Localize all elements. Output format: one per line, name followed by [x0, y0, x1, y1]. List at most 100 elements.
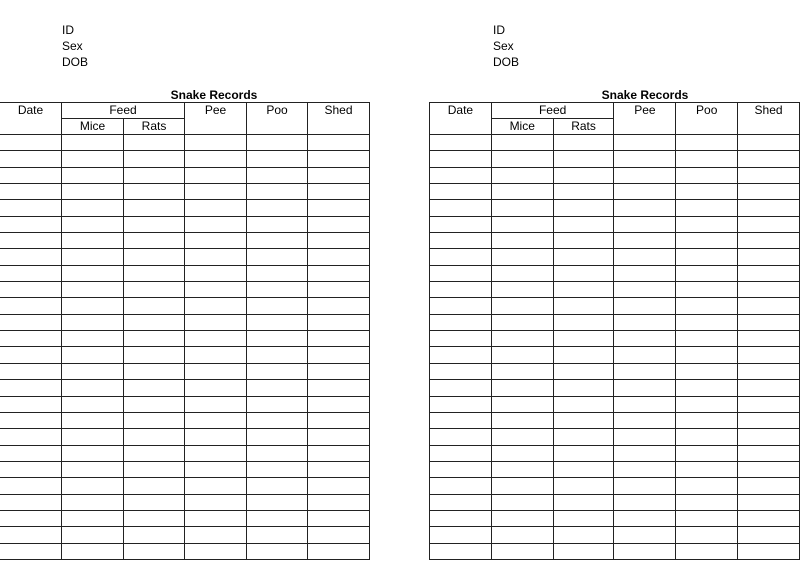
poo-cell[interactable] — [246, 133, 308, 152]
shed-cell[interactable] — [307, 183, 370, 201]
rats-cell[interactable] — [552, 395, 615, 413]
pee-cell[interactable] — [184, 444, 247, 462]
rats-cell[interactable] — [552, 362, 615, 381]
mice-cell[interactable] — [61, 411, 124, 430]
pee-cell[interactable] — [184, 150, 247, 168]
date-cell[interactable] — [0, 493, 62, 511]
rats-cell[interactable] — [552, 330, 615, 348]
mice-cell[interactable] — [490, 166, 554, 185]
pee-cell[interactable] — [613, 460, 677, 479]
pee-cell[interactable] — [184, 330, 247, 348]
pee-cell[interactable] — [184, 411, 247, 430]
rats-cell[interactable] — [552, 346, 615, 364]
pee-cell[interactable] — [613, 166, 677, 185]
pee-cell[interactable] — [184, 346, 247, 364]
mice-cell[interactable] — [61, 542, 124, 560]
rats-cell[interactable] — [552, 215, 615, 234]
pee-cell[interactable] — [613, 346, 677, 364]
shed-cell[interactable] — [737, 199, 800, 217]
shed-cell[interactable] — [737, 362, 800, 381]
mice-cell[interactable] — [490, 411, 554, 430]
mice-cell[interactable] — [61, 150, 124, 168]
poo-cell[interactable] — [675, 395, 739, 413]
pee-cell[interactable] — [613, 395, 677, 413]
mice-cell[interactable] — [490, 493, 554, 511]
shed-cell[interactable] — [307, 232, 370, 250]
rats-cell[interactable] — [552, 183, 615, 201]
shed-cell[interactable] — [307, 166, 370, 185]
shed-cell[interactable] — [307, 199, 370, 217]
mice-cell[interactable] — [490, 509, 554, 528]
rats-cell[interactable] — [552, 428, 615, 446]
date-cell[interactable] — [429, 411, 492, 430]
poo-cell[interactable] — [246, 232, 308, 250]
rats-cell[interactable] — [552, 166, 615, 185]
poo-cell[interactable] — [675, 477, 739, 495]
pee-cell[interactable] — [184, 362, 247, 381]
mice-cell[interactable] — [490, 133, 554, 152]
shed-cell[interactable] — [737, 346, 800, 364]
pee-cell[interactable] — [184, 183, 247, 201]
mice-cell[interactable] — [61, 264, 124, 283]
date-cell[interactable] — [0, 411, 62, 430]
rats-cell[interactable] — [123, 526, 185, 544]
mice-cell[interactable] — [61, 313, 124, 332]
rats-cell[interactable] — [123, 297, 185, 315]
mice-cell[interactable] — [490, 150, 554, 168]
date-cell[interactable] — [429, 150, 492, 168]
mice-cell[interactable] — [490, 264, 554, 283]
pee-cell[interactable] — [613, 232, 677, 250]
poo-cell[interactable] — [675, 330, 739, 348]
mice-cell[interactable] — [61, 183, 124, 201]
mice-cell[interactable] — [490, 199, 554, 217]
poo-cell[interactable] — [246, 411, 308, 430]
date-cell[interactable] — [429, 297, 492, 315]
mice-cell[interactable] — [61, 509, 124, 528]
mice-cell[interactable] — [490, 477, 554, 495]
poo-cell[interactable] — [246, 477, 308, 495]
poo-cell[interactable] — [675, 362, 739, 381]
pee-cell[interactable] — [184, 199, 247, 217]
pee-cell[interactable] — [184, 297, 247, 315]
pee-cell[interactable] — [184, 460, 247, 479]
poo-cell[interactable] — [675, 493, 739, 511]
shed-cell[interactable] — [307, 362, 370, 381]
pee-cell[interactable] — [613, 150, 677, 168]
rats-cell[interactable] — [123, 264, 185, 283]
poo-cell[interactable] — [246, 330, 308, 348]
shed-cell[interactable] — [737, 232, 800, 250]
shed-cell[interactable] — [307, 444, 370, 462]
date-cell[interactable] — [0, 330, 62, 348]
date-cell[interactable] — [429, 362, 492, 381]
mice-cell[interactable] — [61, 395, 124, 413]
date-cell[interactable] — [0, 264, 62, 283]
pee-cell[interactable] — [613, 248, 677, 266]
date-cell[interactable] — [429, 232, 492, 250]
shed-cell[interactable] — [307, 281, 370, 299]
shed-cell[interactable] — [307, 477, 370, 495]
shed-cell[interactable] — [307, 509, 370, 528]
shed-cell[interactable] — [737, 297, 800, 315]
mice-cell[interactable] — [61, 379, 124, 397]
mice-cell[interactable] — [490, 330, 554, 348]
rats-cell[interactable] — [123, 395, 185, 413]
date-cell[interactable] — [429, 460, 492, 479]
mice-cell[interactable] — [61, 199, 124, 217]
poo-cell[interactable] — [675, 509, 739, 528]
poo-cell[interactable] — [246, 346, 308, 364]
mice-cell[interactable] — [61, 493, 124, 511]
mice-cell[interactable] — [61, 428, 124, 446]
shed-cell[interactable] — [307, 379, 370, 397]
shed-cell[interactable] — [737, 379, 800, 397]
poo-cell[interactable] — [246, 362, 308, 381]
date-cell[interactable] — [0, 509, 62, 528]
pee-cell[interactable] — [613, 477, 677, 495]
poo-cell[interactable] — [675, 379, 739, 397]
date-cell[interactable] — [429, 542, 492, 560]
pee-cell[interactable] — [184, 166, 247, 185]
date-cell[interactable] — [0, 460, 62, 479]
rats-cell[interactable] — [123, 199, 185, 217]
date-cell[interactable] — [429, 477, 492, 495]
rats-cell[interactable] — [123, 166, 185, 185]
mice-cell[interactable] — [61, 477, 124, 495]
